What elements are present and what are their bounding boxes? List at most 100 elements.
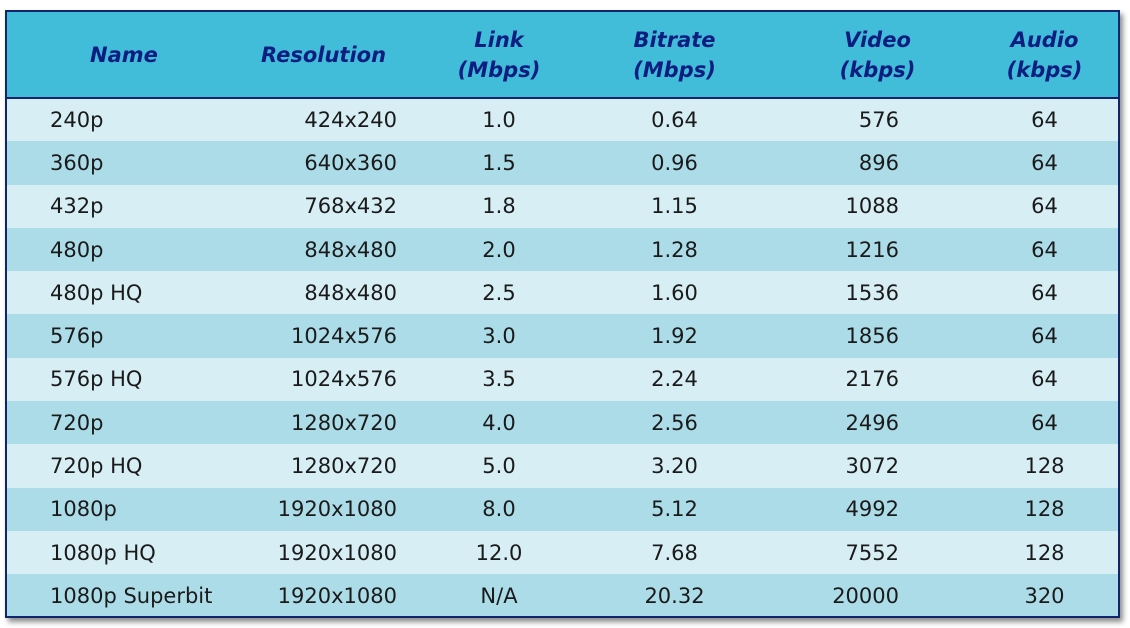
cell-resolution: 768x432 — [304, 194, 397, 219]
table-row: 240p 424x240 1.0 0.64 576 64 — [7, 98, 1118, 142]
cell-name: 480p HQ — [50, 280, 143, 305]
cell-resolution: 1920x1080 — [277, 497, 397, 522]
cell-link: 4.0 — [482, 410, 516, 435]
table-row: 360p 640x360 1.5 0.96 896 64 — [7, 141, 1118, 185]
cell-name: 1080p — [50, 497, 117, 522]
cell-link: 3.5 — [482, 367, 516, 392]
cell-bitrate: 7.68 — [651, 540, 698, 565]
cell-bitrate: 1.92 — [651, 324, 698, 349]
header-video: Video (kbps) — [784, 12, 971, 99]
cell-video: 4992 — [845, 497, 899, 522]
header-video-label-1: Video — [844, 27, 911, 52]
table-row: 1080p 1920x1080 8.0 5.12 4992 128 — [7, 487, 1118, 531]
cell-audio: 128 — [1024, 454, 1065, 479]
cell-resolution: 1024x576 — [291, 367, 397, 392]
table-frame: Name Resolution Link (Mbps) Bitrate (Mbp… — [5, 10, 1120, 618]
header-name-label: Name — [90, 42, 158, 67]
table-row: 1080p HQ 1920x1080 12.0 7.68 7552 128 — [7, 530, 1118, 575]
cell-bitrate: 0.64 — [651, 108, 698, 133]
cell-resolution: 848x480 — [304, 280, 397, 305]
cell-name: 360p — [50, 150, 104, 175]
header-resolution-label: Resolution — [260, 42, 387, 67]
cell-video: 7552 — [845, 540, 899, 565]
cell-link: 2.0 — [482, 237, 516, 262]
cell-audio: 64 — [1031, 150, 1058, 175]
cell-link: 3.0 — [482, 324, 516, 349]
cell-audio: 128 — [1024, 497, 1065, 522]
cell-name: 720p HQ — [50, 454, 143, 479]
cell-bitrate: 1.15 — [651, 194, 698, 219]
cell-link: 8.0 — [482, 497, 516, 522]
cell-video: 896 — [858, 150, 899, 175]
cell-audio: 128 — [1024, 540, 1065, 565]
cell-name: 432p — [50, 194, 104, 219]
header-audio-label-2: (kbps) — [1006, 57, 1083, 82]
cell-audio: 64 — [1031, 367, 1058, 392]
cell-link: 1.0 — [482, 108, 516, 133]
cell-audio: 64 — [1031, 194, 1058, 219]
header-bitrate-label-1: Bitrate — [633, 27, 716, 52]
cell-link: N/A — [480, 583, 518, 608]
cell-video: 20000 — [832, 583, 899, 608]
cell-resolution: 424x240 — [304, 108, 397, 133]
cell-audio: 64 — [1031, 324, 1058, 349]
cell-audio: 64 — [1031, 237, 1058, 262]
table-row: 576p HQ 1024x576 3.5 2.24 2176 64 — [7, 357, 1118, 402]
cell-bitrate: 1.28 — [651, 237, 698, 262]
cell-resolution: 1024x576 — [291, 324, 397, 349]
cell-resolution: 1920x1080 — [277, 583, 397, 608]
cell-resolution: 640x360 — [304, 150, 397, 175]
cell-video: 3072 — [845, 454, 899, 479]
cell-video: 1216 — [845, 237, 899, 262]
cell-bitrate: 0.96 — [651, 150, 698, 175]
header-resolution: Resolution — [214, 12, 433, 99]
cell-audio: 320 — [1024, 583, 1065, 608]
header-link-label-2: (Mbps) — [457, 57, 541, 82]
cell-link: 12.0 — [475, 540, 523, 565]
cell-bitrate: 3.20 — [651, 454, 698, 479]
cell-name: 240p — [50, 108, 104, 133]
header-link-label-1: Link — [474, 27, 524, 52]
cell-video: 576 — [858, 108, 899, 133]
cell-link: 1.5 — [482, 150, 516, 175]
cell-link: 1.8 — [482, 194, 516, 219]
table-row: 1080p Superbit 1920x1080 N/A 20.32 20000… — [7, 574, 1118, 616]
cell-video: 2176 — [845, 367, 899, 392]
cell-bitrate: 20.32 — [644, 583, 705, 608]
table-row: 480p HQ 848x480 2.5 1.60 1536 64 — [7, 271, 1118, 315]
cell-video: 1088 — [845, 194, 899, 219]
header-audio-label-1: Audio — [1010, 27, 1079, 52]
cell-video: 2496 — [845, 410, 899, 435]
header-name: Name — [7, 12, 214, 99]
cell-resolution: 848x480 — [304, 237, 397, 262]
cell-bitrate: 2.56 — [651, 410, 698, 435]
header-bitrate-label-2: (Mbps) — [633, 57, 716, 82]
table-row: 432p 768x432 1.8 1.15 1088 64 — [7, 184, 1118, 228]
cell-bitrate: 1.60 — [651, 280, 698, 305]
cell-name: 720p — [50, 410, 104, 435]
table-row: 720p 1280x720 4.0 2.56 2496 64 — [7, 401, 1118, 445]
header-audio: Audio (kbps) — [971, 12, 1118, 99]
cell-name: 576p HQ — [50, 367, 143, 392]
cell-name: 576p — [50, 324, 104, 349]
cell-audio: 64 — [1031, 108, 1058, 133]
cell-audio: 64 — [1031, 410, 1058, 435]
cell-link: 2.5 — [482, 280, 516, 305]
header-link: Link (Mbps) — [433, 12, 565, 99]
cell-video: 1856 — [845, 324, 899, 349]
cell-name: 480p — [50, 237, 104, 262]
header-video-label-2: (kbps) — [839, 57, 916, 82]
bitrate-table: Name Resolution Link (Mbps) Bitrate (Mbp… — [7, 12, 1118, 616]
header-row: Name Resolution Link (Mbps) Bitrate (Mbp… — [7, 12, 1118, 99]
cell-audio: 64 — [1031, 280, 1058, 305]
cell-link: 5.0 — [482, 454, 516, 479]
cell-name: 1080p HQ — [50, 540, 156, 565]
cell-name: 1080p Superbit — [50, 583, 213, 608]
cell-video: 1536 — [845, 280, 899, 305]
table-row: 576p 1024x576 3.0 1.92 1856 64 — [7, 314, 1118, 358]
table-row: 720p HQ 1280x720 5.0 3.20 3072 128 — [7, 444, 1118, 488]
header-bitrate: Bitrate (Mbps) — [565, 12, 784, 99]
cell-resolution: 1920x1080 — [277, 540, 397, 565]
cell-resolution: 1280x720 — [291, 454, 397, 479]
cell-resolution: 1280x720 — [291, 410, 397, 435]
